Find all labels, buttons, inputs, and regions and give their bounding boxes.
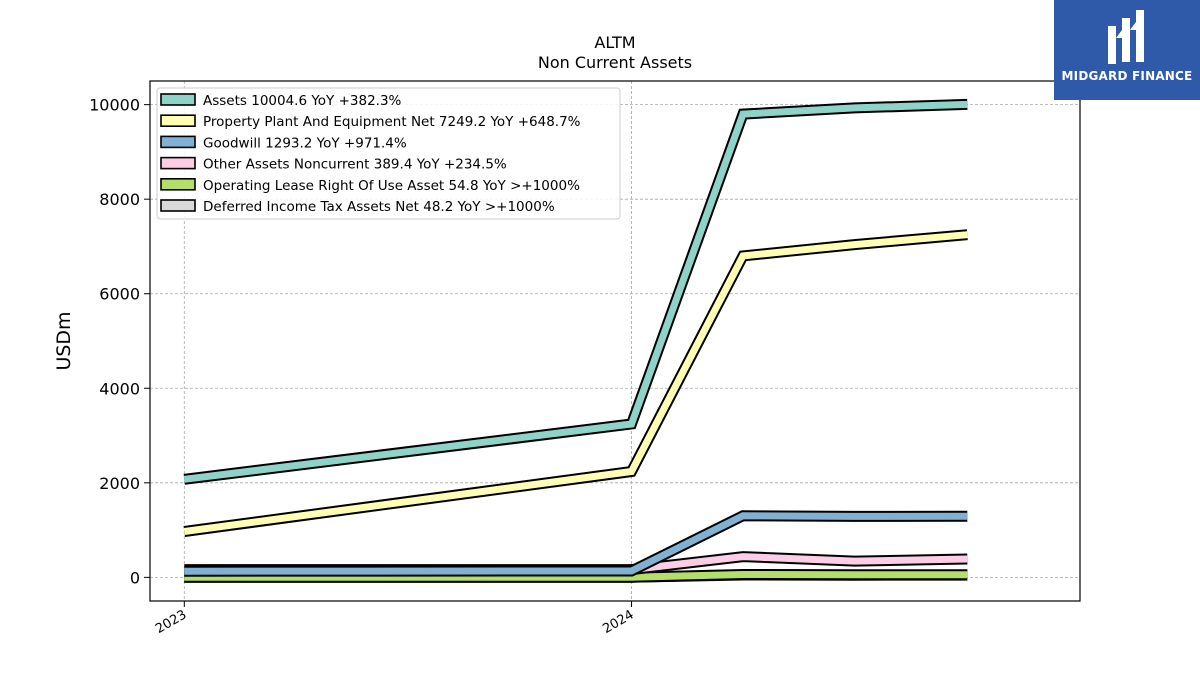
series-outline <box>183 229 968 537</box>
y-tick-label: 0 <box>130 568 140 587</box>
legend: Assets 10004.6 YoY +382.3% Property Plant… <box>156 87 621 220</box>
series-stroke <box>184 512 968 575</box>
legend-label: Assets 10004.6 YoY +382.3% <box>203 93 402 109</box>
y-tick-label: 2000 <box>99 474 140 493</box>
y-ticks: 0 2000 4000 6000 8000 10000 <box>89 96 150 587</box>
y-tick-label: 6000 <box>99 285 140 304</box>
legend-swatch <box>160 178 196 191</box>
series-stroke <box>183 100 968 483</box>
legend-label: Goodwill 1293.2 YoY +971.4% <box>203 135 407 151</box>
chart-title: ALTM <box>594 33 635 52</box>
x-ticks: 2023 2024 <box>153 601 637 637</box>
logo-text: MIDGARD FINANCE <box>1061 69 1193 83</box>
legend-swatch <box>160 199 196 212</box>
x-tick-label: 2024 <box>600 607 636 637</box>
y-tick-label: 4000 <box>99 379 140 398</box>
legend-label: Deferred Income Tax Assets Net 48.2 YoY … <box>203 199 555 215</box>
y-axis-label: USDm <box>53 311 75 370</box>
series-line-assets <box>183 98 968 485</box>
series-line-property-plant-and-equipment-net <box>183 229 968 537</box>
legend-swatch <box>160 135 196 149</box>
legend-label: Property Plant And Equipment Net 7249.2 … <box>203 114 581 130</box>
y-tick-label: 10000 <box>89 96 140 115</box>
legend-swatch <box>160 156 196 170</box>
plot-frame <box>149 80 1081 602</box>
y-tick-label: 8000 <box>99 190 140 209</box>
legend-swatch <box>160 93 196 106</box>
series-line-goodwill <box>184 510 968 577</box>
legend-label: Other Assets Noncurrent 389.4 YoY +234.5… <box>203 157 507 173</box>
series-group <box>183 98 968 583</box>
brand-logo: MIDGARD FINANCE <box>1054 0 1200 100</box>
series-stroke <box>183 231 968 535</box>
legend-swatch <box>160 114 196 127</box>
legend-label: Operating Lease Right Of Use Asset 54.8 … <box>203 178 580 194</box>
legend-box <box>156 87 621 220</box>
x-tick-label: 2023 <box>153 607 189 637</box>
series-stroke <box>184 570 968 581</box>
logo-mark-icon <box>1108 10 1144 64</box>
series-line-operating-lease-right-of-use-asset <box>184 568 968 583</box>
chart-subtitle: Non Current Assets <box>538 53 692 72</box>
